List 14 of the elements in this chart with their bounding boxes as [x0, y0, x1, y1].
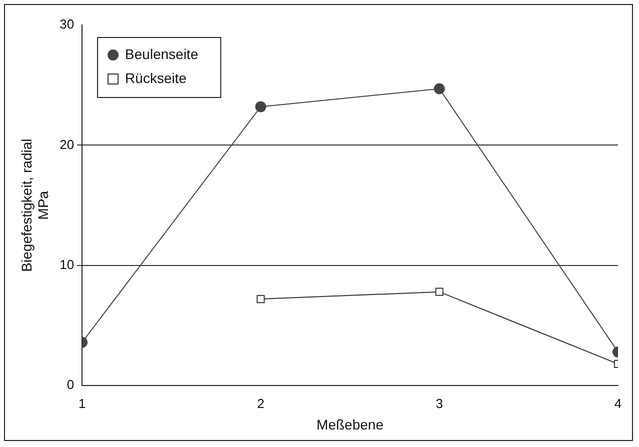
- y-tick-label: 10: [60, 256, 74, 272]
- point: [256, 295, 265, 304]
- y-tick-label: 20: [60, 136, 74, 152]
- x-axis-title: Meßebene: [316, 416, 384, 432]
- x-tick-label: 1: [78, 396, 86, 411]
- x-tick-label: 3: [436, 396, 443, 411]
- legend-label: Beulenseite: [125, 46, 198, 62]
- x-tick-label: 2: [257, 396, 264, 411]
- point: [435, 288, 444, 296]
- y-tick-label: 30: [60, 16, 74, 32]
- legend-label: Rückseite: [125, 70, 187, 86]
- x-tick-label: 4: [614, 396, 622, 411]
- y-tick-label: 0: [66, 377, 74, 392]
- y-axis-title: Biegefestigkeit, radial MPa: [18, 138, 52, 272]
